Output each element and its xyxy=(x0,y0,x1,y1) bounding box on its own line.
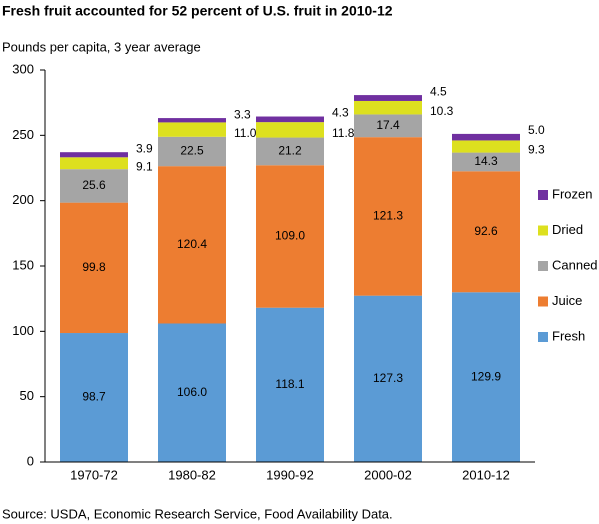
legend-label: Frozen xyxy=(552,186,592,201)
legend-swatch xyxy=(538,332,548,342)
value-label: 127.3 xyxy=(373,371,403,385)
x-tick-label: 1980-82 xyxy=(168,467,216,482)
value-label: 25.6 xyxy=(82,178,106,192)
value-label: 99.8 xyxy=(82,260,106,274)
bar-segment xyxy=(158,118,226,123)
bar-segment xyxy=(60,169,128,203)
bar-segment xyxy=(452,152,520,172)
bar-segment xyxy=(158,166,226,324)
value-label: 121.3 xyxy=(373,209,403,223)
bar-segment xyxy=(60,202,128,334)
y-tick-label: 150 xyxy=(12,257,34,272)
y-tick-label: 50 xyxy=(20,388,34,403)
value-label: 120.4 xyxy=(177,237,207,251)
legend-swatch xyxy=(538,261,548,271)
legend-label: Fresh xyxy=(552,328,585,343)
value-label: 3.3 xyxy=(234,107,251,121)
value-label: 5.0 xyxy=(528,123,545,137)
bar-segment xyxy=(256,116,324,123)
bar-segment xyxy=(256,122,324,138)
legend-swatch xyxy=(538,225,548,236)
bar-segment xyxy=(452,133,520,141)
bar-segment xyxy=(354,100,422,115)
x-tick-label: 1990-92 xyxy=(266,467,314,482)
bar-segment xyxy=(158,122,226,137)
value-label: 9.1 xyxy=(136,159,153,173)
source-note: Source: USDA, Economic Research Service,… xyxy=(2,506,393,521)
value-label: 129.9 xyxy=(471,369,501,383)
value-label: 4.5 xyxy=(430,84,447,98)
y-tick-label: 200 xyxy=(12,192,34,207)
y-tick-label: 100 xyxy=(12,323,34,338)
y-tick-label: 250 xyxy=(12,127,34,142)
bar-segment xyxy=(354,95,422,101)
value-label: 118.1 xyxy=(275,377,304,391)
y-tick-label: 300 xyxy=(12,61,34,76)
legend-swatch xyxy=(538,190,548,200)
value-label: 22.5 xyxy=(180,144,204,158)
x-tick-label: 2000-02 xyxy=(364,467,412,482)
bar-segment xyxy=(452,171,520,293)
value-label: 92.6 xyxy=(474,224,498,238)
value-label: 109.0 xyxy=(275,229,305,243)
value-label: 98.7 xyxy=(82,390,106,404)
value-label: 3.9 xyxy=(136,141,153,155)
chart-subtitle: Pounds per capita, 3 year average xyxy=(2,39,201,54)
bar-segment xyxy=(354,295,422,462)
legend-label: Canned xyxy=(552,257,598,272)
value-label: 106.0 xyxy=(177,385,207,399)
legend-label: Juice xyxy=(552,293,582,308)
chart-title: Fresh fruit accounted for 52 percent of … xyxy=(2,3,393,19)
bar-segment xyxy=(158,136,226,167)
value-label: 14.3 xyxy=(474,154,498,168)
bar-segment xyxy=(60,157,128,170)
x-tick-label: 1970-72 xyxy=(70,467,118,482)
bar-segment xyxy=(256,137,324,166)
bar-segment xyxy=(452,140,520,153)
bar-segment xyxy=(256,165,324,308)
bar-segment xyxy=(158,323,226,462)
bar-segment xyxy=(452,292,520,462)
value-label: 10.3 xyxy=(430,104,454,118)
value-label: 11.8 xyxy=(332,126,355,140)
value-label: 9.3 xyxy=(528,143,545,157)
value-label: 17.4 xyxy=(376,118,400,132)
bar-segment xyxy=(354,114,422,138)
legend-label: Dried xyxy=(552,222,583,237)
value-label: 21.2 xyxy=(278,144,302,158)
value-label: 4.3 xyxy=(332,106,349,120)
bar-segment xyxy=(60,152,128,158)
bar-segment xyxy=(256,307,324,462)
y-tick-label: 0 xyxy=(27,453,34,468)
bar-segment xyxy=(60,333,128,462)
x-tick-label: 2010-12 xyxy=(462,467,510,482)
legend-swatch xyxy=(538,296,548,307)
bar-segment xyxy=(354,137,422,296)
value-label: 11.0 xyxy=(234,126,257,140)
